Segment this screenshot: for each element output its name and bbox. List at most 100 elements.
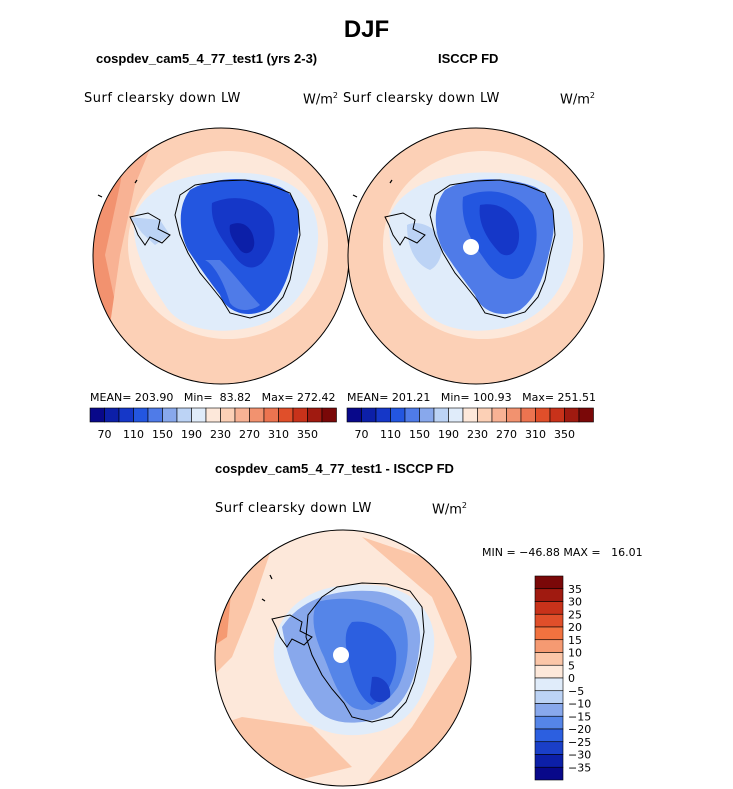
colorbar-tick-label: 350: [297, 428, 318, 441]
diff-minmax: MIN = −46.88 MAX = 16.01: [482, 546, 643, 559]
colorbar-tick-label: −15: [568, 710, 591, 723]
colorbar-cell: [549, 407, 565, 423]
colorbar-cell: [534, 613, 564, 628]
colorbar-cell: [477, 407, 493, 423]
panel-right-variable: Surf clearsky down LW: [343, 91, 500, 106]
colorbar-cell: [89, 407, 105, 423]
colorbar-cell: [220, 407, 236, 423]
colorbar-tick-label: 15: [568, 634, 582, 647]
colorbar-tick-label: −30: [568, 749, 591, 762]
colorbar-cell: [534, 728, 564, 743]
colorbar-tick-label: 230: [467, 428, 488, 441]
diff-units: W/m2: [432, 501, 467, 518]
colorbar-tick-label: 5: [568, 659, 575, 672]
colorbar-cell: [534, 741, 564, 755]
colorbar-cell: [104, 407, 120, 423]
panel-right-stats: MEAN= 201.21 Min= 100.93 Max= 251.51: [347, 391, 597, 404]
colorbar-cell: [534, 677, 564, 692]
colorbar-tick-label: 110: [380, 428, 401, 441]
colorbar-cell: [147, 407, 163, 423]
colorbar-cell: [564, 407, 580, 423]
colorbar-cell: [462, 407, 478, 423]
colorbar-tick-label: 0: [568, 672, 575, 685]
colorbar-tick-label: 150: [152, 428, 173, 441]
colorbar-tick-label: 150: [409, 428, 430, 441]
colorbar-cell: [534, 664, 564, 679]
colorbar-left: 70 110 150 190 230 270 310 350: [89, 407, 337, 441]
colorbar-tick-label: −10: [568, 698, 591, 711]
panel-left-title: cospdev_cam5_4_77_test1 (yrs 2-3): [96, 51, 318, 66]
colorbar-cell: [534, 690, 564, 704]
panel-left-units: W/m2: [303, 91, 338, 108]
colorbar-cell: [534, 766, 564, 781]
colorbar-cell: [534, 652, 564, 666]
colorbar-tick-label: 30: [568, 596, 582, 609]
colorbar-cell: [278, 407, 294, 423]
colorbar-cell: [263, 407, 279, 423]
colorbar-cell: [375, 407, 391, 423]
diff-title: cospdev_cam5_4_77_test1 - ISCCP FD: [215, 461, 454, 476]
colorbar-tick-label: −20: [568, 723, 591, 736]
colorbar-cell: [520, 407, 536, 423]
colorbar-cell: [162, 407, 178, 423]
colorbar-tick-label: 35: [568, 583, 582, 596]
colorbar-cell: [491, 407, 507, 423]
colorbar-tick-label: 110: [123, 428, 144, 441]
colorbar-cell: [506, 407, 522, 423]
colorbar-cell: [534, 588, 564, 602]
colorbar-cell: [205, 407, 221, 423]
colorbar-tick-label: 70: [98, 428, 112, 441]
colorbar-cell: [133, 407, 149, 423]
colorbar-cell: [249, 407, 265, 423]
diff-variable: Surf clearsky down LW: [215, 501, 372, 516]
panel-left-variable: Surf clearsky down LW: [84, 91, 241, 106]
colorbar-cell: [361, 407, 377, 423]
colorbar-cell: [176, 407, 192, 423]
colorbar-tick-label: 270: [239, 428, 260, 441]
colorbar-cell: [448, 407, 464, 423]
colorbar-tick-label: −25: [568, 736, 591, 749]
map-difference: [214, 529, 472, 787]
colorbar-cell: [534, 703, 564, 717]
colorbar-tick-label: 190: [438, 428, 459, 441]
colorbar-tick-label: 310: [525, 428, 546, 441]
colorbar-tick-label: 10: [568, 647, 582, 660]
colorbar-right: 70 110 150 190 230 270 310 350: [346, 407, 594, 441]
colorbar-tick-label: 25: [568, 608, 582, 621]
colorbar-tick-label: 70: [355, 428, 369, 441]
colorbar-cell: [534, 601, 564, 615]
colorbar-tick-label: 310: [268, 428, 289, 441]
colorbar-cell: [433, 407, 449, 423]
colorbar-cell: [191, 407, 207, 423]
colorbar-cell: [534, 639, 564, 653]
colorbar-cell: [534, 715, 564, 730]
colorbar-tick-label: −35: [568, 761, 591, 774]
colorbar-cell: [419, 407, 435, 423]
colorbar-cell: [534, 626, 564, 641]
colorbar-cell: [404, 407, 420, 423]
colorbar-cell: [346, 407, 362, 423]
map-observation: [347, 127, 605, 385]
colorbar-cell: [234, 407, 250, 423]
map-model: [92, 127, 350, 385]
page-title: DJF: [343, 16, 390, 43]
panel-left-stats: MEAN= 203.90 Min= 83.82 Max= 272.42: [90, 391, 336, 404]
colorbar-cell: [578, 407, 594, 423]
colorbar-tick-label: 230: [210, 428, 231, 441]
colorbar-tick-label: 190: [181, 428, 202, 441]
panel-right-units: W/m2: [560, 91, 595, 108]
colorbar-cell: [292, 407, 308, 423]
colorbar-tick-label: −5: [568, 685, 584, 698]
colorbar-cell: [390, 407, 406, 423]
colorbar-cell: [307, 407, 323, 423]
panel-right-title: ISCCP FD: [438, 51, 499, 66]
colorbar-cell: [535, 407, 551, 423]
colorbar-cell: [534, 575, 564, 590]
colorbar-cell: [118, 407, 134, 423]
colorbar-tick-label: 350: [554, 428, 575, 441]
colorbar-tick-label: 20: [568, 621, 582, 634]
colorbar-cell: [321, 407, 337, 423]
colorbar-tick-label: 270: [496, 428, 517, 441]
colorbar-cell: [534, 754, 564, 768]
